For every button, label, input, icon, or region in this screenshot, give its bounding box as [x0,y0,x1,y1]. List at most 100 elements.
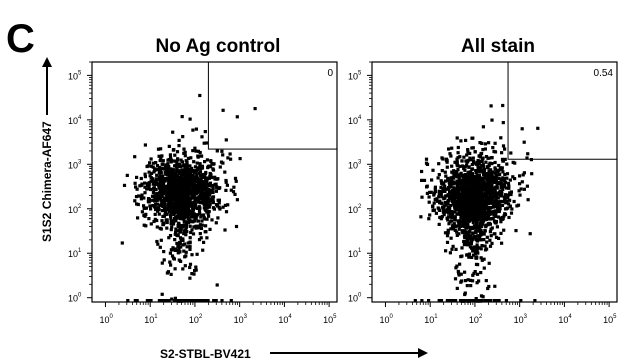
data-point [463,214,467,218]
data-point [499,136,503,140]
data-point [166,173,170,177]
data-point [196,155,200,159]
data-point [480,225,484,229]
data-point [159,147,163,151]
data-point [197,226,201,230]
y-tick-label: 100 [68,293,82,304]
data-point [200,188,204,192]
data-point [420,195,424,199]
data-point [152,194,156,198]
data-point [202,141,206,145]
data-point [468,229,472,234]
data-point [506,206,510,210]
data-point [478,222,482,226]
data-point [456,219,460,223]
data-point [501,121,505,125]
data-point [435,199,440,203]
data-point [151,179,155,183]
data-point [472,181,477,185]
data-point [467,252,471,256]
data-point [199,215,203,219]
data-point [152,186,156,190]
data-point [211,190,215,195]
data-point [160,178,165,182]
data-point [506,193,510,197]
data-point [202,240,206,244]
data-point [456,151,460,155]
data-point [211,167,215,171]
data-point [235,115,239,119]
data-point [498,200,502,204]
data-point [158,299,162,303]
data-point [196,149,200,153]
data-point [477,299,481,303]
data-point [460,246,464,250]
data-point [135,202,139,206]
data-point [190,184,194,188]
data-point [155,192,159,196]
data-point [486,214,490,218]
data-point [177,144,181,148]
data-point [200,196,204,200]
data-point [455,212,459,216]
data-point [156,242,160,246]
data-point [192,272,196,276]
data-point [462,198,466,202]
data-point [134,195,139,199]
data-point [495,181,499,185]
data-point [190,166,194,170]
data-point [463,165,467,169]
data-point [172,186,176,190]
data-point [176,225,181,229]
data-point [213,175,217,179]
data-point [471,185,475,189]
data-point [456,269,460,274]
data-point [175,214,179,218]
data-point [253,107,257,111]
data-point [195,214,199,218]
data-point [202,185,206,189]
data-point [455,160,459,164]
data-point [198,212,202,216]
data-point [481,156,485,160]
data-point [442,213,446,217]
data-point [185,160,189,164]
scatter-points [413,103,540,303]
data-point [181,176,185,180]
y-tick-label: 102 [348,204,362,215]
data-point [454,224,459,228]
data-point [490,241,494,245]
data-point [481,222,485,226]
data-point [468,227,472,231]
data-point [193,146,197,150]
data-point [181,267,185,271]
data-point [495,173,499,177]
data-point [456,167,460,172]
data-point [451,171,455,175]
data-point [494,198,498,202]
data-point [153,182,157,186]
x-tick-label: 100 [99,314,113,325]
data-point [148,161,152,165]
data-point [182,220,186,224]
data-point [440,169,444,173]
data-point [490,188,495,192]
data-point [162,167,166,171]
data-point [425,162,430,166]
data-point [458,164,462,168]
data-point [134,185,138,189]
data-point [483,244,487,248]
data-point [444,249,448,253]
data-point [485,247,489,251]
data-point [193,213,197,217]
data-point [184,192,188,196]
data-point [135,187,139,191]
data-point [174,216,178,220]
x-tick-label: 101 [424,314,438,325]
data-point [177,299,181,303]
data-point [169,228,173,232]
data-point [496,209,500,213]
data-point [180,115,184,119]
data-point [440,195,444,199]
data-point [184,224,188,228]
